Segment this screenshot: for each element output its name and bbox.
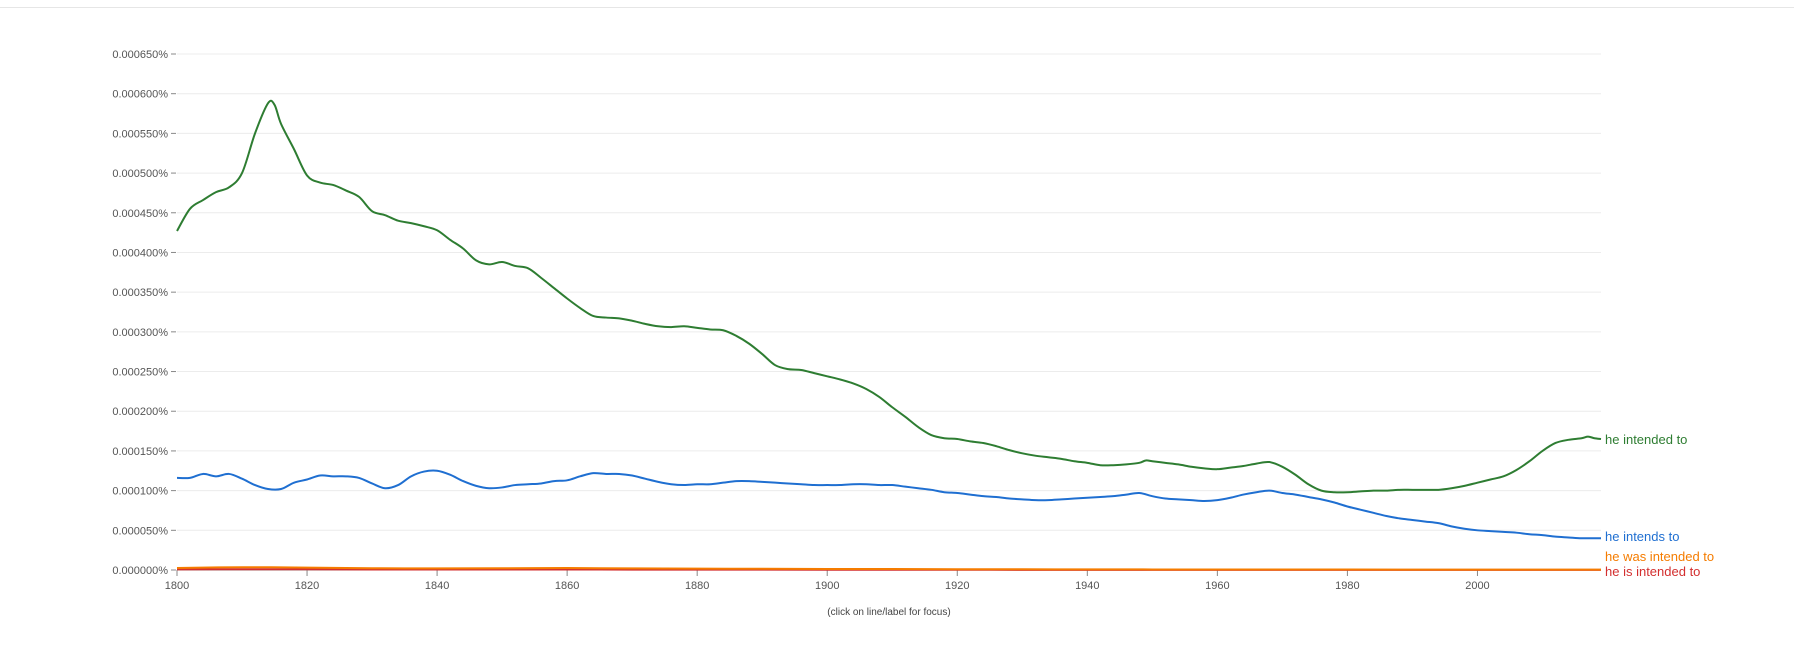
y-tick-label: 0.000250%	[112, 367, 168, 379]
x-tick-label: 1880	[685, 580, 709, 592]
y-tick-label: 0.000400%	[112, 247, 168, 259]
x-tick-label: 1920	[945, 580, 969, 592]
y-tick-label: 0.000650%	[112, 49, 168, 61]
series-labels[interactable]: he intended to he intends to he was intend…	[1605, 432, 1714, 579]
top-divider	[0, 7, 1794, 8]
y-tick-label: 0.000200%	[112, 406, 168, 418]
x-tick-label: 1900	[815, 580, 839, 592]
y-tick-label: 0.000350%	[112, 287, 168, 299]
x-tick-label: 2000	[1465, 580, 1489, 592]
y-axis: 0.000000% 0.000050% 0.000100% 0.000150% 0.00…	[112, 49, 176, 577]
y-tick-label: 0.000600%	[112, 89, 168, 101]
y-tick-label: 0.000500%	[112, 168, 168, 180]
x-tick-label: 1940	[1075, 580, 1099, 592]
x-axis: 1800 1820 1840 1860 1880 1900 1920 1940 1960 1980…	[165, 569, 1601, 592]
y-tick-label: 0.000450%	[112, 208, 168, 220]
y-tick-label: 0.000550%	[112, 128, 168, 140]
y-tick-label: 0.000050%	[112, 525, 168, 537]
focus-hint: (click on line/label for focus)	[827, 607, 950, 618]
series-line-he-intended-to[interactable]	[176, 99, 1602, 494]
x-tick-label: 1800	[165, 580, 189, 592]
series-label-he-is-intended-to[interactable]: he is intended to	[1605, 564, 1700, 579]
y-tick-label: 0.000150%	[112, 446, 168, 458]
series-line-he-was-intended-to[interactable]	[176, 566, 1601, 571]
x-tick-label: 1860	[555, 580, 579, 592]
series-label-he-intends-to[interactable]: he intends to	[1605, 529, 1679, 544]
x-tick-label: 1820	[295, 580, 319, 592]
x-tick-label: 1840	[425, 580, 449, 592]
series-line-he-intends-to[interactable]	[176, 469, 1601, 540]
series-lines[interactable]	[176, 99, 1602, 571]
y-tick-label: 0.000100%	[112, 486, 168, 498]
grid-lines	[177, 53, 1601, 571]
x-tick-label: 1960	[1205, 580, 1229, 592]
series-label-he-was-intended-to[interactable]: he was intended to	[1605, 549, 1714, 564]
y-tick-label: 0.000000%	[112, 565, 168, 577]
y-tick-label: 0.000300%	[112, 327, 168, 339]
series-label-he-intended-to[interactable]: he intended to	[1605, 432, 1687, 447]
x-tick-label: 1980	[1335, 580, 1359, 592]
